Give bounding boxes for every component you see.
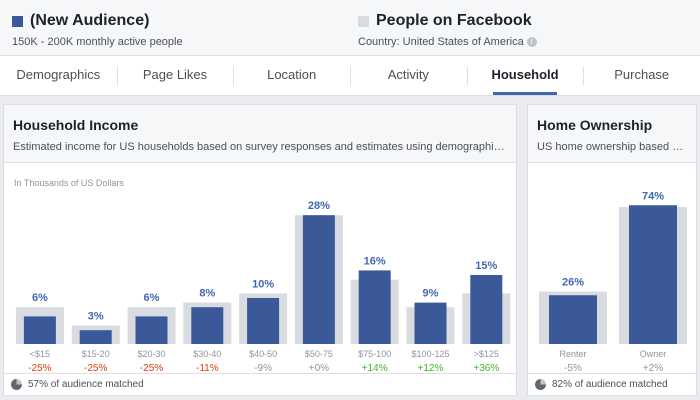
diff-label: +2% — [643, 363, 663, 374]
audience-bar — [247, 298, 280, 344]
audience-header: (New Audience) 150K - 200K monthly activ… — [0, 0, 700, 56]
category-label: $75-100 — [358, 349, 391, 359]
audience-bar — [302, 215, 335, 344]
household-income-header: Household Income Estimated income for US… — [4, 105, 516, 163]
household-income-match-text: 57% of audience matched — [28, 379, 144, 390]
value-label: 9% — [423, 288, 439, 300]
home-ownership-footer: 82% of audience matched — [528, 373, 696, 395]
comparison-summary: People on Facebook Country: United State… — [358, 12, 537, 48]
diff-label: +12% — [418, 363, 444, 374]
value-label: 16% — [364, 255, 386, 267]
home-ownership-header: Home Ownership US home ownership based o… — [528, 105, 696, 163]
audience-bar — [191, 307, 224, 344]
household-income-ylabel: In Thousands of US Dollars — [14, 178, 124, 188]
value-label: 6% — [144, 292, 160, 304]
household-income-card: Household Income Estimated income for US… — [3, 104, 517, 396]
category-label: $100-125 — [411, 349, 449, 359]
tab-activity[interactable]: Activity — [350, 56, 467, 95]
audience-title-text: (New Audience) — [30, 12, 150, 29]
comparison-subtitle: Country: United States of America i — [358, 36, 537, 48]
audience-swatch-icon — [12, 15, 23, 27]
value-label: 8% — [199, 288, 215, 300]
audience-subtitle: 150K - 200K monthly active people — [12, 36, 183, 48]
diff-label: -9% — [254, 363, 272, 374]
home-ownership-title: Home Ownership — [537, 117, 653, 133]
diff-label: -5% — [564, 363, 582, 374]
value-label: 28% — [308, 200, 330, 212]
info-icon[interactable]: i — [526, 37, 537, 47]
tab-household[interactable]: Household — [466, 56, 584, 95]
tab-purchase[interactable]: Purchase — [583, 56, 700, 95]
audience-bar — [414, 302, 447, 344]
value-label: 26% — [562, 277, 584, 289]
audience-bar — [79, 330, 112, 344]
audience-bar — [358, 270, 391, 344]
audience-summary: (New Audience) 150K - 200K monthly activ… — [12, 12, 183, 48]
diff-label: +36% — [473, 363, 499, 374]
audience-bar — [23, 316, 56, 344]
audience-bar — [470, 275, 503, 344]
household-income-title: Household Income — [13, 117, 139, 133]
audience-bar — [549, 295, 597, 344]
value-label: 10% — [252, 278, 274, 290]
comparison-swatch-icon — [358, 15, 369, 27]
home-ownership-chart-area: 26% Renter -5% 74% Owner +2% — [528, 164, 696, 374]
category-label: $15-20 — [82, 349, 110, 359]
home-ownership-match-text: 82% of audience matched — [552, 379, 668, 390]
category-label: $50-75 — [305, 349, 333, 359]
category-label: >$125 — [474, 349, 499, 359]
diff-label: -25% — [28, 363, 51, 374]
diff-label: +0% — [309, 363, 329, 374]
tab-bar: Demographics Page Likes Location Activit… — [0, 56, 700, 96]
household-income-chart-area: In Thousands of US Dollars 6% <$15 -25% 3% $… — [4, 164, 516, 374]
pie-chart-icon — [535, 379, 546, 390]
audience-title: (New Audience) — [12, 12, 183, 30]
value-label: 74% — [642, 190, 664, 202]
audience-bar — [135, 316, 168, 344]
household-income-description: Estimated income for US households based… — [13, 141, 507, 153]
category-label: $30-40 — [193, 349, 221, 359]
diff-label: +14% — [362, 363, 388, 374]
tab-location[interactable]: Location — [233, 56, 350, 95]
comparison-subtitle-text: Country: United States of America — [358, 36, 524, 48]
category-label: $20-30 — [137, 349, 165, 359]
pie-chart-icon — [11, 379, 22, 390]
household-income-chart: 6% <$15 -25% 3% $15-20 -25% 6% $20-30 -25% 8% $30-… — [15, 200, 511, 374]
diff-label: -11% — [196, 363, 219, 374]
home-ownership-description: US home ownership based o... — [537, 141, 687, 153]
value-label: 15% — [475, 260, 497, 272]
tab-demographics[interactable]: Demographics — [16, 67, 101, 82]
value-label: 3% — [88, 311, 104, 323]
category-label: <$15 — [30, 349, 50, 359]
household-income-footer: 57% of audience matched — [4, 373, 516, 395]
comparison-title: People on Facebook — [358, 12, 537, 30]
value-label: 6% — [32, 292, 48, 304]
comparison-title-text: People on Facebook — [376, 12, 532, 29]
diff-label: -25% — [84, 363, 107, 374]
home-ownership-card: Home Ownership US home ownership based o… — [527, 104, 697, 396]
category-label: Renter — [559, 349, 586, 359]
category-label: Owner — [640, 349, 667, 359]
diff-label: -25% — [140, 363, 163, 374]
category-label: $40-50 — [249, 349, 277, 359]
tab-page-likes[interactable]: Page Likes — [116, 56, 234, 95]
home-ownership-chart: 26% Renter -5% 74% Owner +2% — [539, 190, 687, 374]
audience-bar — [629, 205, 677, 344]
